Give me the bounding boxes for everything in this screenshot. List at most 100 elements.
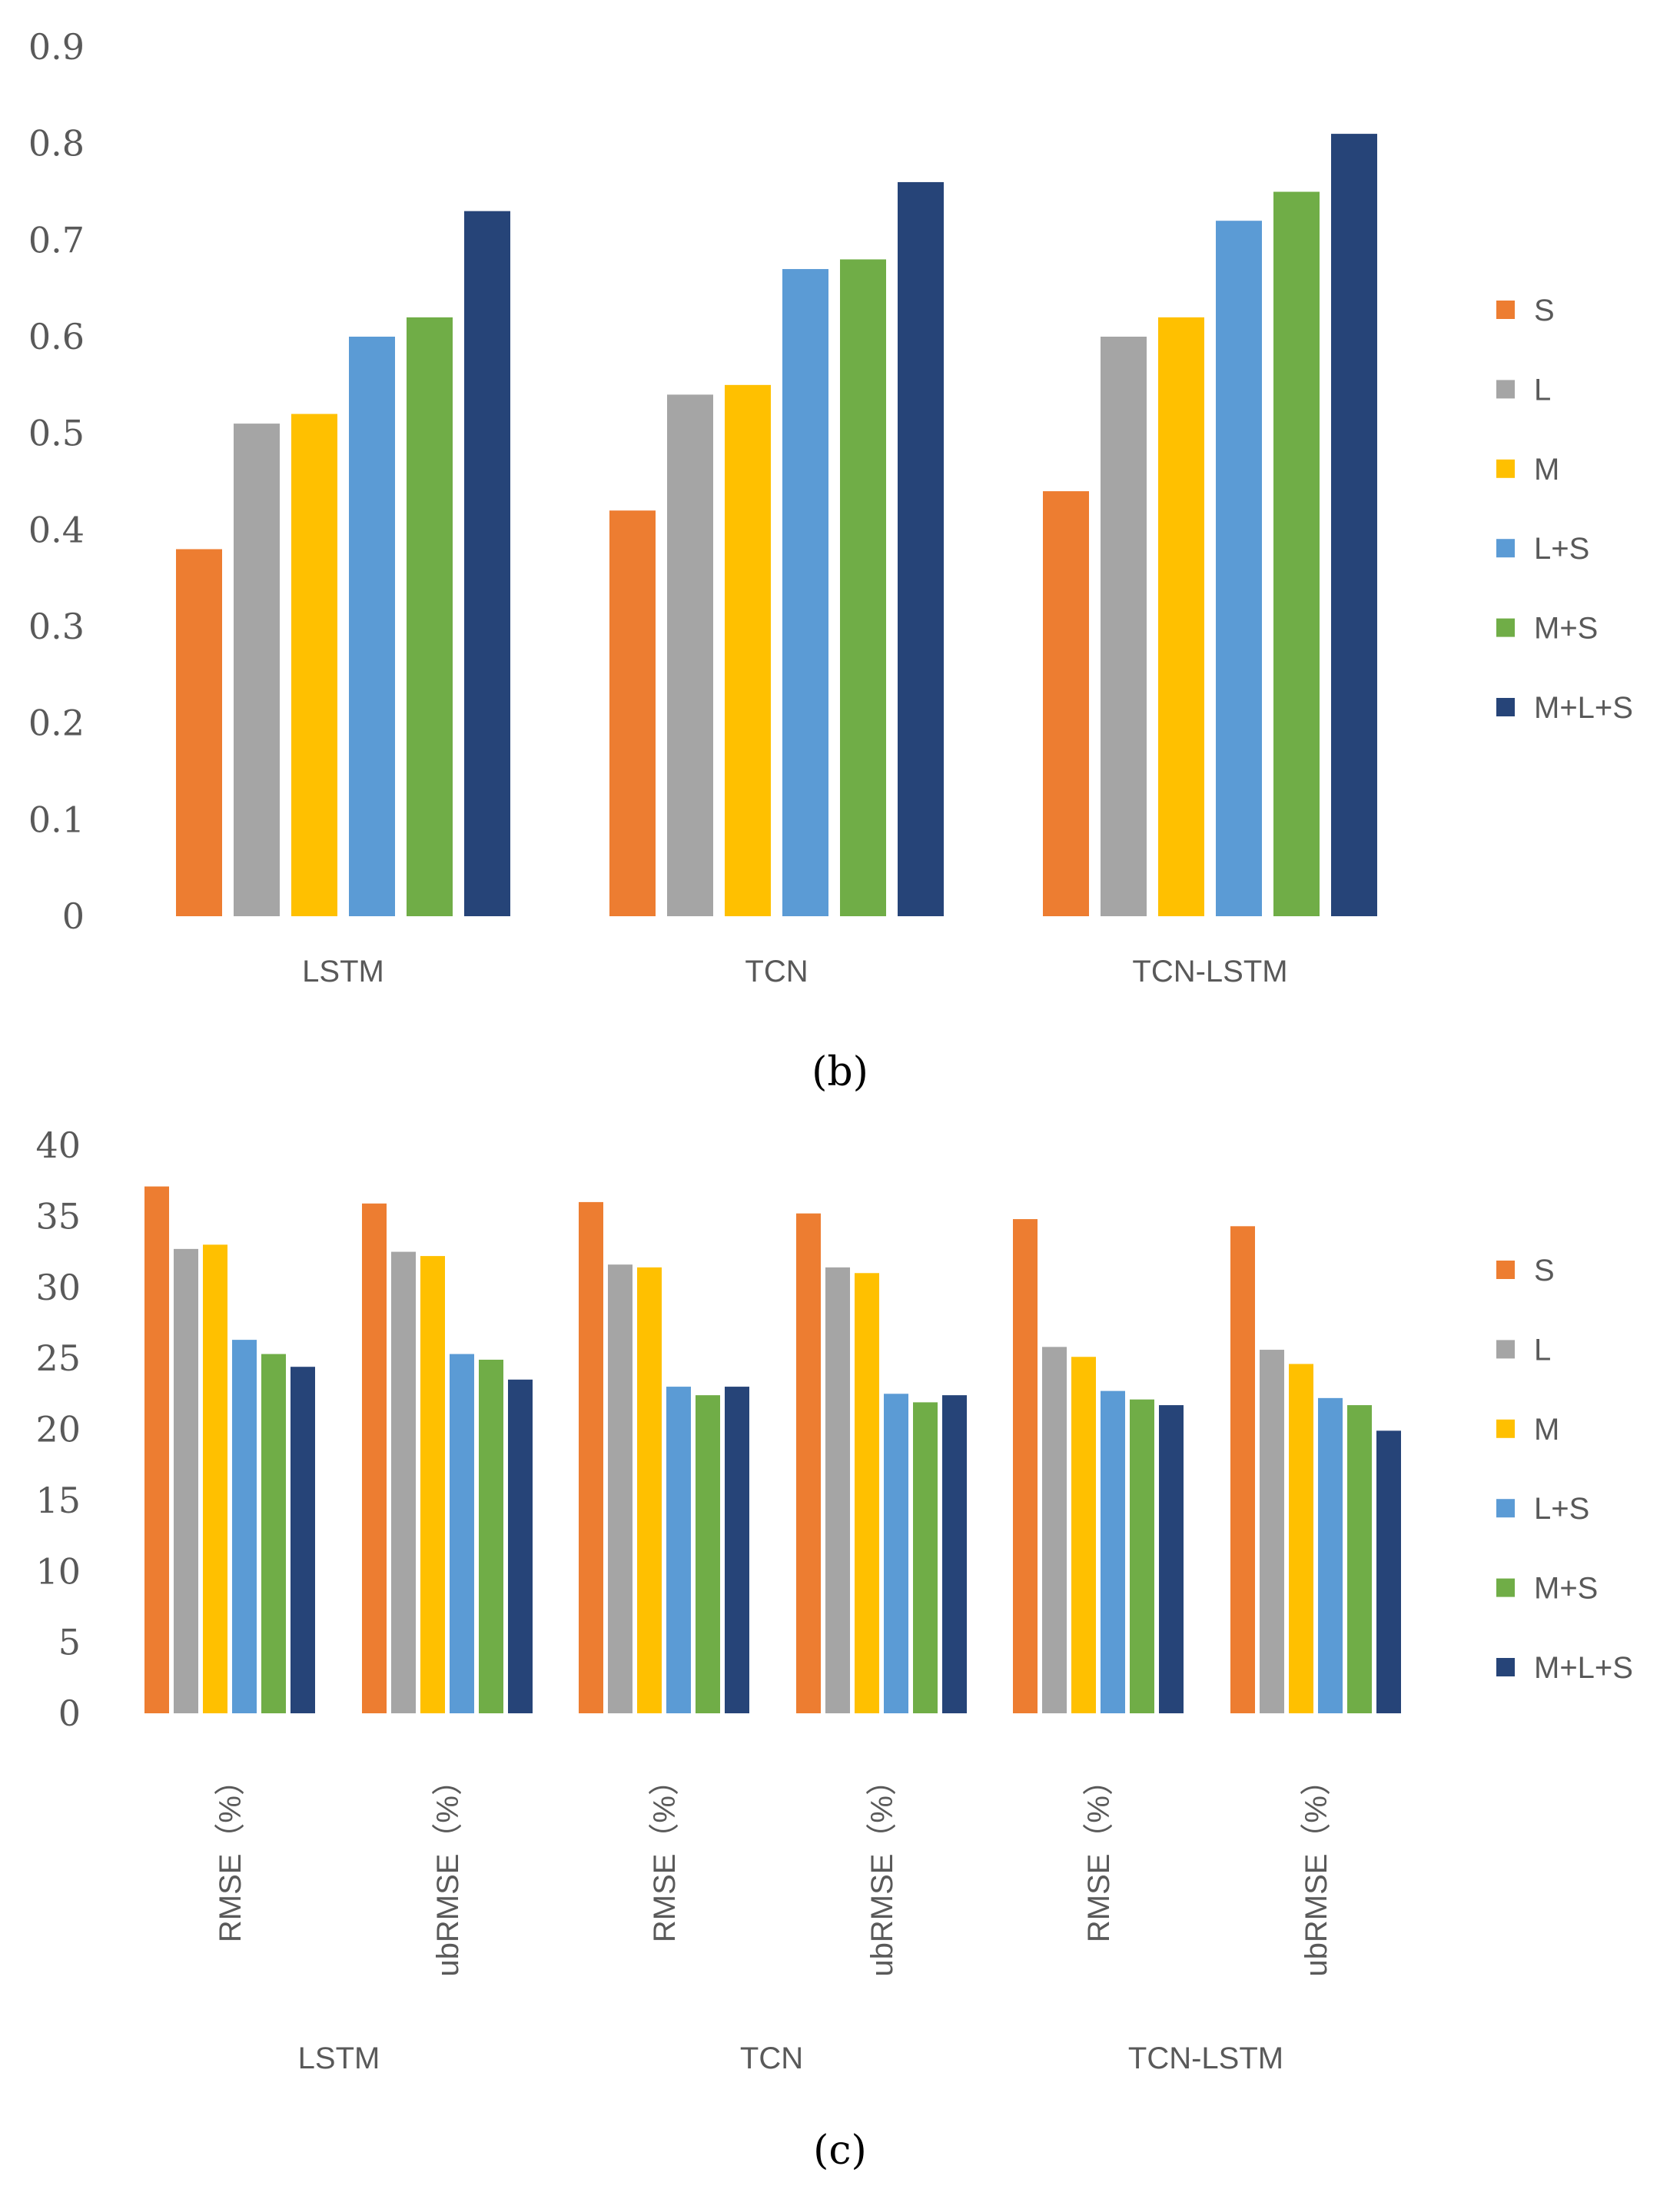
bar	[840, 259, 886, 916]
legend-swatch	[1496, 1499, 1515, 1518]
x-tick-label: RMSE（%）	[1082, 1765, 1116, 1942]
panel-label: (c)	[813, 2128, 867, 2174]
y-tick-label: 40	[35, 1125, 81, 1166]
y-tick-label: 0	[62, 895, 85, 937]
y-tick-label: 25	[35, 1337, 81, 1379]
legend-swatch	[1496, 539, 1515, 558]
bar	[796, 1213, 821, 1713]
bar	[609, 510, 656, 916]
bar	[464, 211, 510, 917]
y-tick-label: 0.9	[28, 26, 85, 68]
y-tick-label: 0.3	[28, 606, 85, 647]
bar	[144, 1186, 169, 1713]
bar	[261, 1354, 286, 1713]
bar	[825, 1267, 850, 1713]
bar	[1043, 491, 1089, 916]
bar	[666, 1387, 691, 1713]
legend-swatch	[1496, 618, 1515, 637]
bar	[1130, 1399, 1154, 1713]
group-label: TCN	[740, 2042, 803, 2075]
bar	[1071, 1357, 1096, 1713]
x-tick-label: ubRMSE（%）	[1300, 1765, 1333, 1977]
y-tick-label: 0.7	[28, 219, 85, 261]
bar	[1273, 191, 1320, 916]
bar	[1260, 1350, 1284, 1713]
legend-label: M+S	[1534, 1572, 1598, 1606]
bar	[407, 317, 453, 916]
group-label: TCN-LSTM	[1128, 2042, 1283, 2075]
legend-label: L+S	[1534, 532, 1589, 566]
bar	[898, 181, 944, 916]
legend-label: M+S	[1534, 612, 1598, 646]
bar	[291, 1367, 315, 1713]
bar	[667, 394, 713, 916]
bar	[884, 1394, 908, 1713]
bar	[637, 1267, 662, 1713]
bar	[942, 1395, 967, 1713]
bar	[1101, 1390, 1125, 1713]
y-tick-label: 0.4	[28, 509, 85, 550]
x-tick-label: LSTM	[302, 955, 384, 988]
bar	[420, 1256, 445, 1713]
y-tick-label: 10	[35, 1550, 81, 1592]
x-tick-label: RMSE（%）	[214, 1765, 247, 1942]
bar	[1318, 1397, 1343, 1713]
group-label: LSTM	[298, 2042, 380, 2075]
legend-swatch	[1496, 1658, 1515, 1676]
bar	[579, 1201, 603, 1713]
y-tick-label: 0	[58, 1693, 81, 1734]
bar	[1216, 221, 1262, 916]
legend-swatch	[1496, 1578, 1515, 1597]
bar	[362, 1203, 387, 1713]
bar	[782, 269, 828, 916]
y-tick-label: 30	[35, 1267, 81, 1308]
legend-label: L+S	[1534, 1492, 1589, 1526]
bar	[855, 1273, 879, 1713]
legend-label: M+L+S	[1534, 1651, 1633, 1685]
x-tick-label: TCN-LSTM	[1132, 955, 1287, 988]
bar	[1230, 1226, 1255, 1713]
bar	[291, 414, 337, 916]
bar	[450, 1354, 474, 1713]
bar	[1042, 1347, 1067, 1713]
legend-swatch	[1496, 1261, 1515, 1279]
legend-swatch	[1496, 698, 1515, 716]
legend-label: L	[1534, 1333, 1551, 1367]
y-tick-label: 0.6	[28, 316, 85, 357]
bar	[1331, 134, 1377, 917]
legend-label: L	[1534, 373, 1551, 407]
x-tick-label: RMSE（%）	[648, 1765, 682, 1942]
y-tick-label: 0.8	[28, 123, 85, 164]
y-tick-label: 35	[35, 1195, 81, 1237]
bar	[725, 384, 771, 916]
bar	[232, 1340, 257, 1713]
bar	[1347, 1405, 1372, 1713]
y-tick-label: 20	[35, 1409, 81, 1450]
bar	[1159, 1405, 1184, 1713]
y-tick-label: 5	[58, 1622, 81, 1663]
bar	[725, 1387, 749, 1713]
bar	[696, 1395, 720, 1713]
bar	[203, 1244, 227, 1713]
bar	[174, 1248, 198, 1713]
x-tick-label: TCN	[745, 955, 808, 988]
legend-swatch	[1496, 459, 1515, 478]
y-tick-label: 15	[35, 1480, 81, 1521]
bar	[508, 1379, 533, 1713]
bar	[391, 1251, 416, 1713]
bar	[1376, 1430, 1401, 1713]
bar	[913, 1402, 938, 1713]
legend-label: M	[1534, 1413, 1559, 1447]
legend-label: S	[1534, 1254, 1555, 1287]
x-tick-label: ubRMSE（%）	[431, 1765, 465, 1977]
y-tick-label: 0.1	[28, 799, 85, 840]
chart-b: 0 0.1 0.2 0.3 0.4 0.5 0.6 0.7 0.8 0.9 LSTM TCN TCN-L…	[28, 26, 1633, 1095]
legend-label: M+L+S	[1534, 691, 1633, 725]
y-tick-label: 0.5	[28, 413, 85, 454]
legend-label: M	[1534, 453, 1559, 487]
bar	[1289, 1364, 1313, 1713]
bar	[234, 424, 280, 916]
legend-swatch	[1496, 301, 1515, 319]
chart-c: 0 5 10 15 20 25 30 35 40 RMSE（%） ubRMSE（%） RMSE（%） u…	[35, 1125, 1633, 2174]
